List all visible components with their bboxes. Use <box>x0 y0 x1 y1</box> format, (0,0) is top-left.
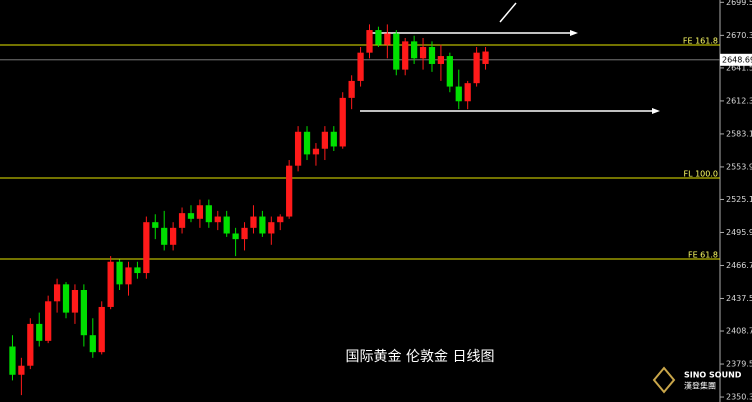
y-tick-label: 2408.70 <box>726 327 752 336</box>
last-price-box <box>720 53 752 66</box>
candle-body <box>170 227 177 245</box>
candle-body <box>366 30 373 53</box>
candle-body <box>98 306 105 353</box>
candle-body <box>125 267 132 285</box>
candle-body <box>303 131 311 155</box>
candle-body <box>464 83 471 102</box>
y-tick-label: 2670.30 <box>726 31 752 40</box>
y-tick-label: 2525.10 <box>726 195 752 204</box>
candle-body <box>18 365 25 375</box>
level-label: FE 161.8 <box>683 36 718 45</box>
candle-body <box>71 290 79 313</box>
candle-body <box>161 227 168 245</box>
level-label: FL 100.0 <box>683 170 718 179</box>
candle-body <box>250 216 257 228</box>
candle-body <box>259 216 266 234</box>
y-tick-label: 2379.50 <box>726 360 752 369</box>
brand: SINO SOUND <box>684 371 742 380</box>
y-tick-label: 2553.90 <box>726 162 752 171</box>
y-tick-label: 2466.70 <box>726 261 752 270</box>
y-tick-label: 2437.50 <box>726 294 752 303</box>
y-tick-label: 2612.30 <box>726 96 752 105</box>
candle-body <box>437 56 445 64</box>
candle-body <box>178 213 186 228</box>
last-price-label: 2648.69 <box>722 55 752 64</box>
candle-body <box>89 335 96 353</box>
arrow <box>499 2 517 23</box>
candle-body <box>384 33 391 45</box>
candle-body <box>196 205 204 219</box>
candle-body <box>402 41 409 70</box>
candle-body <box>419 47 427 59</box>
candle-body <box>411 41 418 59</box>
brand-sub: 漢登集團 <box>684 381 716 391</box>
candle-body <box>428 47 436 64</box>
annotation: 国际黄金 伦敦金 日线图 <box>346 348 495 365</box>
y-tick-label: 2641.50 <box>726 63 752 72</box>
candle-body <box>286 165 293 217</box>
candle-body <box>268 222 275 234</box>
candle-body <box>152 222 159 228</box>
candle-body <box>9 346 16 375</box>
y-tick-label: 2583.10 <box>726 129 752 138</box>
candle-body <box>312 148 320 155</box>
level-label: FE 61.8 <box>688 251 718 260</box>
candle-body <box>107 261 114 307</box>
candle-body <box>339 97 346 147</box>
candle-body <box>357 52 364 81</box>
candle-body <box>134 267 141 274</box>
candle-body <box>241 227 248 240</box>
candle-body <box>455 86 462 102</box>
candle-body <box>393 33 400 70</box>
candle-body <box>62 284 70 313</box>
candle-body <box>482 51 489 64</box>
candle-body <box>36 323 43 341</box>
y-tick-label: 2350.30 <box>726 393 752 402</box>
candle-body <box>321 131 328 149</box>
candle-body <box>53 284 61 302</box>
candle-body <box>446 56 453 87</box>
candle-body <box>45 301 52 341</box>
candle-body <box>80 290 87 336</box>
y-tick-label: 2699.55 <box>726 0 752 7</box>
candle-body <box>330 131 337 147</box>
candle-body <box>294 131 302 166</box>
arrow-head <box>570 30 578 36</box>
candle-body <box>277 216 284 223</box>
candle-body <box>232 233 239 240</box>
candle-body <box>187 213 195 219</box>
candle-body <box>116 261 123 285</box>
candle-body <box>348 80 355 98</box>
candle-body <box>205 205 212 223</box>
candle-body <box>214 216 221 223</box>
candle-body <box>143 222 150 274</box>
y-tick-label: 2495.90 <box>726 228 752 237</box>
candle-body <box>473 52 480 84</box>
arrow-head <box>652 108 660 114</box>
logo-icon <box>652 366 676 394</box>
candle-body <box>375 30 382 45</box>
candle-body <box>223 216 230 234</box>
candle-body <box>27 323 34 366</box>
